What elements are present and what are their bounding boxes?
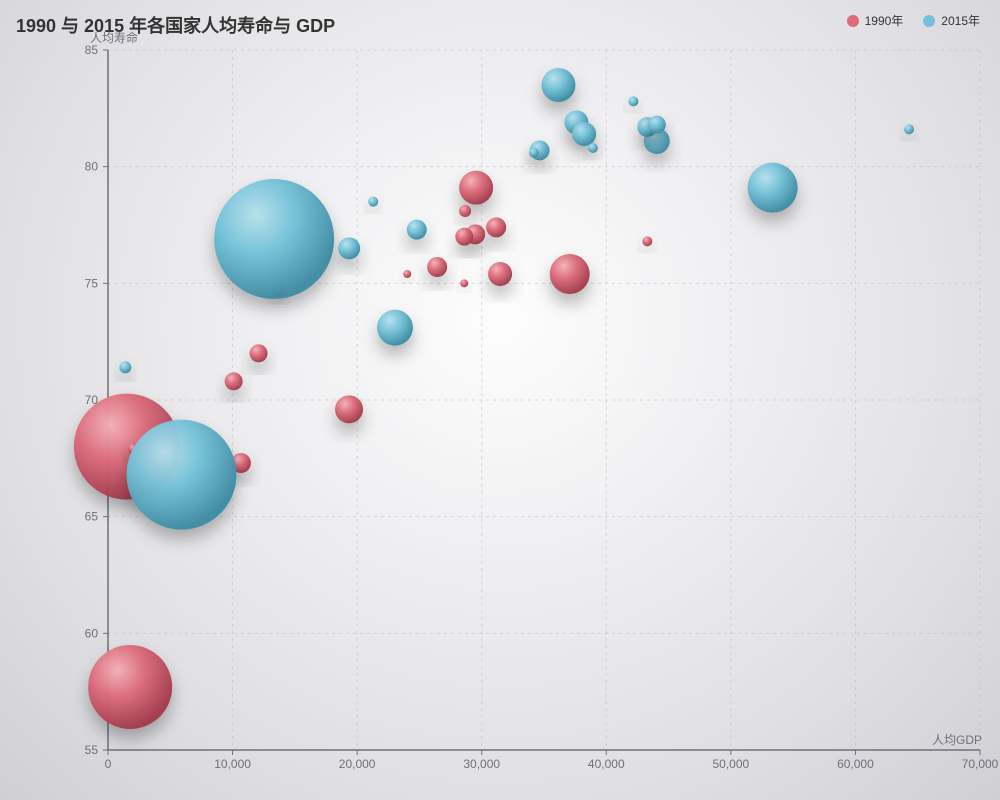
bubble[interactable] bbox=[648, 116, 666, 134]
bubble[interactable] bbox=[338, 237, 360, 259]
bubble[interactable] bbox=[904, 124, 914, 134]
x-tick-label: 40,000 bbox=[588, 757, 625, 771]
x-tick-label: 50,000 bbox=[713, 757, 750, 771]
x-tick-label: 10,000 bbox=[214, 757, 251, 771]
x-tick-label: 30,000 bbox=[463, 757, 500, 771]
x-tick-label: 70,000 bbox=[962, 757, 999, 771]
bubble[interactable] bbox=[486, 217, 506, 237]
bubble[interactable] bbox=[368, 197, 378, 207]
y-tick-label: 65 bbox=[85, 510, 99, 524]
bubble[interactable] bbox=[642, 236, 652, 246]
bubble[interactable] bbox=[550, 254, 590, 294]
x-tick-label: 20,000 bbox=[339, 757, 376, 771]
x-tick-label: 0 bbox=[105, 757, 112, 771]
bubble[interactable] bbox=[459, 205, 471, 217]
bubble[interactable] bbox=[529, 148, 539, 158]
bubble[interactable] bbox=[455, 228, 473, 246]
x-axis-label: 人均GDP bbox=[932, 733, 982, 747]
bubble[interactable] bbox=[488, 262, 512, 286]
bubble[interactable] bbox=[127, 420, 237, 530]
bubble[interactable] bbox=[377, 310, 413, 346]
bubble[interactable] bbox=[403, 270, 411, 278]
bubble[interactable] bbox=[119, 361, 131, 373]
bubble[interactable] bbox=[588, 143, 598, 153]
bubble[interactable] bbox=[214, 179, 334, 299]
y-tick-label: 55 bbox=[85, 743, 99, 757]
bubble[interactable] bbox=[541, 68, 575, 102]
bubble[interactable] bbox=[88, 645, 172, 729]
y-axis-label: 人均寿命 bbox=[90, 30, 138, 45]
y-tick-label: 75 bbox=[85, 276, 99, 290]
y-tick-label: 85 bbox=[85, 43, 99, 57]
x-tick-label: 60,000 bbox=[837, 757, 874, 771]
y-tick-label: 80 bbox=[85, 160, 99, 174]
bubble[interactable] bbox=[572, 122, 596, 146]
bubble[interactable] bbox=[407, 220, 427, 240]
bubble[interactable] bbox=[459, 171, 493, 205]
bubble[interactable] bbox=[460, 279, 468, 287]
bubble[interactable] bbox=[335, 395, 363, 423]
bubble[interactable] bbox=[427, 257, 447, 277]
bubble[interactable] bbox=[628, 96, 638, 106]
bubble-chart: 0 10,000 20,000 30,000 40,000 50,000 60,000 70,… bbox=[0, 0, 1000, 800]
y-tick-label: 60 bbox=[85, 626, 99, 640]
bubble[interactable] bbox=[748, 163, 798, 213]
bubble[interactable] bbox=[225, 372, 243, 390]
bubble[interactable] bbox=[250, 344, 268, 362]
